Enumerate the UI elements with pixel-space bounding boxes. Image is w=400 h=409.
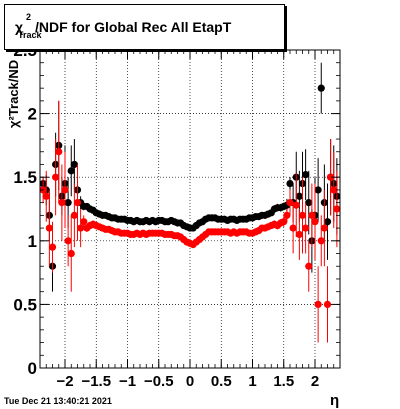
data-point [298, 211, 307, 219]
data-point [45, 224, 53, 232]
x-tick-label: 1.5 [273, 373, 294, 390]
data-point [286, 179, 294, 188]
x-tick-label: 0 [186, 373, 194, 390]
svg-text:χ²Track/NDF: χ²Track/NDF [6, 60, 21, 128]
series-1 [39, 100, 341, 343]
x-tick-label: 0.5 [211, 373, 232, 390]
data-point [323, 300, 332, 308]
data-point [302, 224, 310, 232]
data-point [295, 192, 303, 200]
x-axis-label: η [330, 392, 340, 409]
data-point [280, 218, 288, 226]
data-point [55, 148, 63, 156]
x-tick-label: −0.5 [144, 373, 174, 390]
x-tick-label: −2 [56, 373, 73, 390]
data-point [48, 243, 57, 251]
data-point [305, 262, 313, 270]
title-superscript: 2 [26, 12, 32, 22]
data-point [289, 224, 297, 232]
data-point [292, 201, 300, 209]
data-point [42, 192, 50, 200]
data-point [333, 205, 341, 213]
y-tick-label: 0.5 [13, 295, 37, 314]
data-point [70, 211, 78, 219]
chart-title-box: χ 2 Track /NDF for Global Rec All EtapT [4, 4, 285, 50]
data-point [80, 218, 88, 226]
data-point [67, 249, 75, 258]
data-point [302, 171, 310, 179]
data-point [317, 237, 325, 245]
x-tick-label: 2 [311, 373, 319, 390]
axes: −2 −1.5 −1 −0.5 0 0.5 1 1.5 200.511.522.5 [13, 41, 341, 390]
x-tick-label: 1 [248, 373, 256, 390]
data-point [311, 218, 319, 226]
data-point [314, 300, 322, 308]
data-point [52, 173, 60, 181]
data-point [314, 186, 322, 194]
x-tick-label: −1 [119, 373, 136, 390]
chart-title: /NDF for Global Rec All EtapT [35, 19, 232, 35]
data-point [286, 199, 294, 207]
title-chi: χ [15, 19, 24, 35]
y-tick-label: 0 [28, 359, 37, 378]
data-point [64, 237, 72, 245]
data-point [305, 199, 313, 207]
x-tick-label: −1.5 [81, 373, 111, 390]
data-point [61, 186, 69, 194]
y-tick-label: 1.5 [13, 168, 37, 187]
title-subscript: Track [18, 30, 42, 40]
y-tick-label: 1 [28, 232, 37, 251]
data-point [330, 186, 338, 194]
data-point [308, 211, 316, 219]
data-point [58, 199, 66, 207]
data-point [73, 199, 82, 207]
data-point [317, 84, 325, 92]
data-point [295, 230, 303, 239]
data-point [327, 173, 335, 181]
data-point [283, 211, 291, 219]
y-axis-label: χ²Track/NDF [6, 60, 21, 128]
data-point [77, 224, 85, 232]
data-point [64, 199, 72, 207]
data-point [323, 218, 332, 226]
data-point [320, 224, 328, 232]
series-layer [39, 62, 341, 343]
timestamp: Tue Dec 21 13:40:21 2021 [4, 396, 112, 406]
y-tick-label: 2 [28, 105, 37, 124]
data-point [70, 160, 78, 169]
data-point [67, 167, 75, 175]
